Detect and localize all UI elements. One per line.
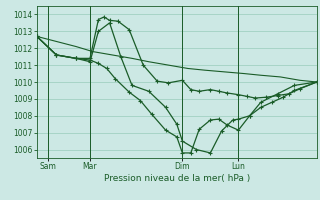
X-axis label: Pression niveau de la mer( hPa ): Pression niveau de la mer( hPa )	[104, 174, 250, 183]
